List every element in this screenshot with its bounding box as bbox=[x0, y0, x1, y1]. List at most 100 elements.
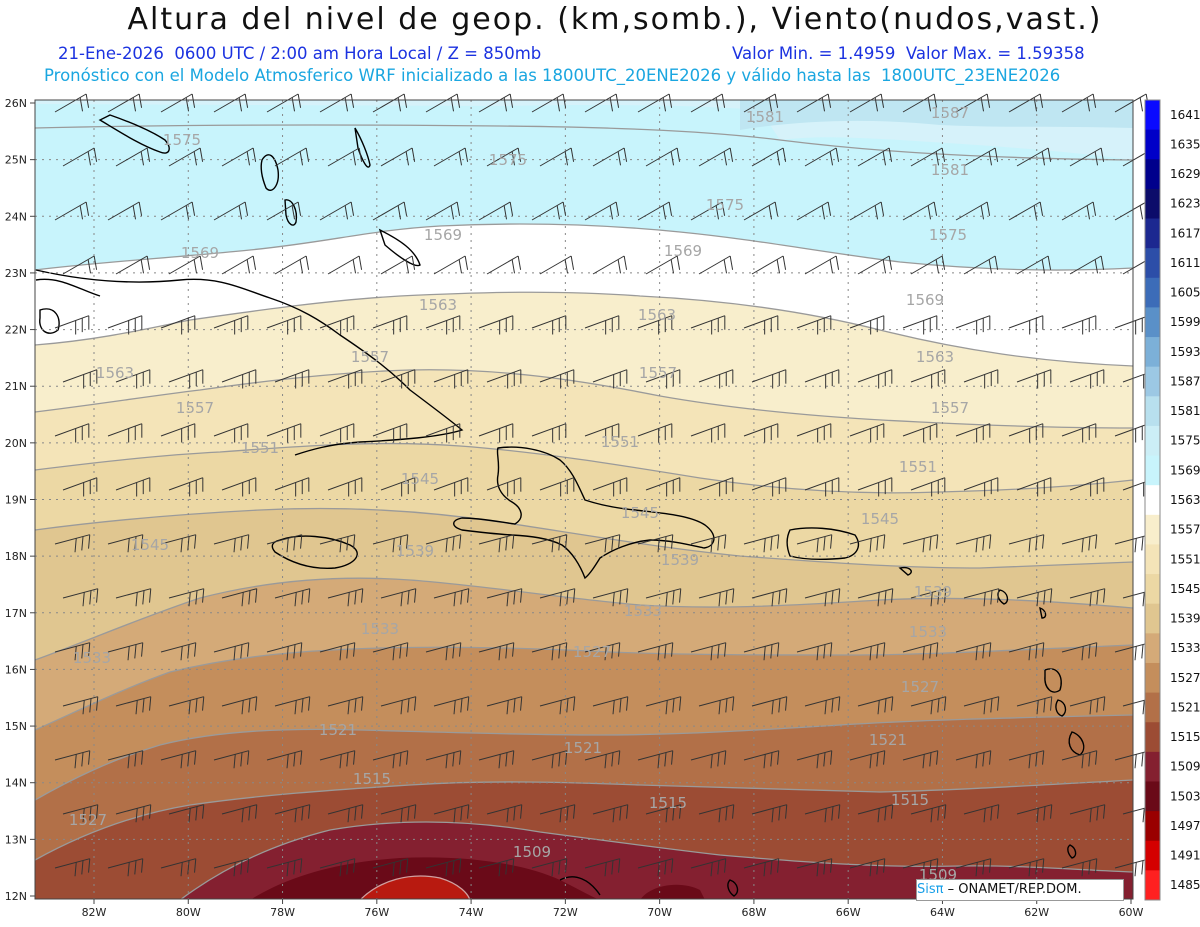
wind-barb bbox=[327, 588, 364, 607]
barb-staff bbox=[160, 750, 196, 761]
barb-flag bbox=[89, 698, 92, 713]
barb-staff bbox=[584, 858, 620, 869]
wind-barb bbox=[54, 534, 91, 553]
barb-flag bbox=[89, 806, 92, 821]
wind-barb bbox=[433, 588, 470, 607]
colorbar-label: 1617 bbox=[1170, 226, 1200, 240]
barb-flag bbox=[1088, 752, 1091, 767]
barb-flag bbox=[763, 862, 766, 877]
barb-staff bbox=[698, 477, 733, 491]
barb-flag bbox=[308, 588, 311, 603]
barb-flag bbox=[195, 590, 198, 605]
barb-staff bbox=[1069, 147, 1102, 167]
wind-barb bbox=[796, 201, 832, 221]
barb-flag bbox=[411, 255, 416, 270]
wind-barb bbox=[902, 642, 939, 661]
barb-flag bbox=[407, 698, 410, 713]
barb-flag bbox=[187, 644, 190, 659]
barb-flag bbox=[664, 860, 667, 875]
lon-label: 60W bbox=[1119, 906, 1144, 919]
colorbar-label: 1527 bbox=[1170, 671, 1200, 685]
barb-flag bbox=[358, 255, 363, 270]
barb-flag bbox=[891, 588, 894, 603]
barb-flag bbox=[922, 862, 925, 877]
wind-barb bbox=[645, 588, 682, 607]
barb-flag bbox=[1103, 696, 1106, 711]
barb-staff bbox=[849, 858, 885, 869]
barb-flag bbox=[990, 590, 993, 605]
contour-label: 1515 bbox=[649, 794, 687, 812]
barb-staff bbox=[380, 369, 415, 383]
wind-barb bbox=[1008, 315, 1044, 335]
barb-staff bbox=[751, 696, 787, 707]
barb-flag bbox=[835, 147, 840, 162]
barb-flag bbox=[1103, 804, 1106, 819]
barb-flag bbox=[297, 93, 302, 108]
barb-flag bbox=[188, 700, 191, 715]
barb-staff bbox=[115, 255, 148, 275]
barb-flag bbox=[997, 588, 1000, 603]
barb-staff bbox=[849, 750, 885, 761]
barb-flag bbox=[244, 93, 249, 108]
barb-staff bbox=[221, 696, 257, 707]
barb-staff bbox=[637, 858, 673, 869]
wind-barb bbox=[698, 588, 735, 607]
barb-flag bbox=[180, 646, 183, 661]
barb-flag bbox=[93, 255, 98, 270]
barb-flag bbox=[141, 534, 144, 549]
barb-flag bbox=[782, 255, 787, 270]
wind-barb bbox=[910, 477, 946, 497]
barb-flag bbox=[1039, 93, 1044, 108]
barb-flag bbox=[615, 93, 620, 108]
wind-barb bbox=[433, 696, 470, 715]
wind-barb bbox=[213, 423, 249, 443]
barb-staff bbox=[274, 255, 307, 275]
contour-label: 1533 bbox=[73, 649, 111, 667]
barb-staff bbox=[1016, 147, 1049, 167]
barb-flag bbox=[127, 646, 130, 661]
barb-flag bbox=[411, 147, 416, 162]
wind-barb bbox=[804, 588, 841, 607]
barb-flag bbox=[618, 750, 621, 765]
wind-barb bbox=[1061, 423, 1097, 443]
wind-barb bbox=[584, 534, 621, 553]
barb-flag bbox=[74, 538, 77, 553]
barb-flag bbox=[353, 858, 356, 873]
barb-staff bbox=[690, 750, 726, 761]
barb-flag bbox=[1042, 750, 1045, 765]
barb-flag bbox=[830, 642, 833, 657]
barb-staff bbox=[751, 369, 786, 383]
barb-flag bbox=[96, 696, 99, 711]
wind-barb bbox=[645, 369, 681, 389]
wind-barb bbox=[372, 534, 409, 553]
colorbar-swatch bbox=[1145, 514, 1160, 545]
wind-barb bbox=[804, 477, 840, 497]
wind-barb bbox=[849, 201, 885, 221]
barb-staff bbox=[433, 369, 468, 383]
barb-flag bbox=[929, 644, 932, 659]
barb-flag bbox=[140, 259, 145, 274]
barb-staff bbox=[743, 315, 778, 329]
barb-staff bbox=[168, 369, 203, 383]
contour-label: 1545 bbox=[861, 510, 899, 528]
wind-barb bbox=[115, 147, 151, 167]
barb-staff bbox=[62, 588, 98, 599]
wind-barb bbox=[486, 477, 522, 497]
barb-flag bbox=[350, 93, 355, 108]
contour-label: 1527 bbox=[69, 811, 107, 829]
barb-flag bbox=[361, 696, 364, 711]
barb-flag bbox=[1092, 201, 1097, 216]
barb-flag bbox=[344, 205, 349, 220]
wind-barb bbox=[266, 750, 303, 769]
wind-barb bbox=[698, 804, 735, 823]
barb-staff bbox=[1114, 423, 1149, 437]
barb-staff bbox=[637, 642, 673, 653]
wind-barb bbox=[592, 147, 628, 167]
barb-flag bbox=[517, 147, 522, 162]
barb-flag bbox=[1094, 151, 1099, 166]
barb-flag bbox=[459, 642, 462, 657]
wind-barb bbox=[478, 201, 514, 221]
barb-staff bbox=[955, 423, 990, 437]
barb-flag bbox=[770, 644, 773, 659]
wind-barb bbox=[902, 750, 939, 769]
